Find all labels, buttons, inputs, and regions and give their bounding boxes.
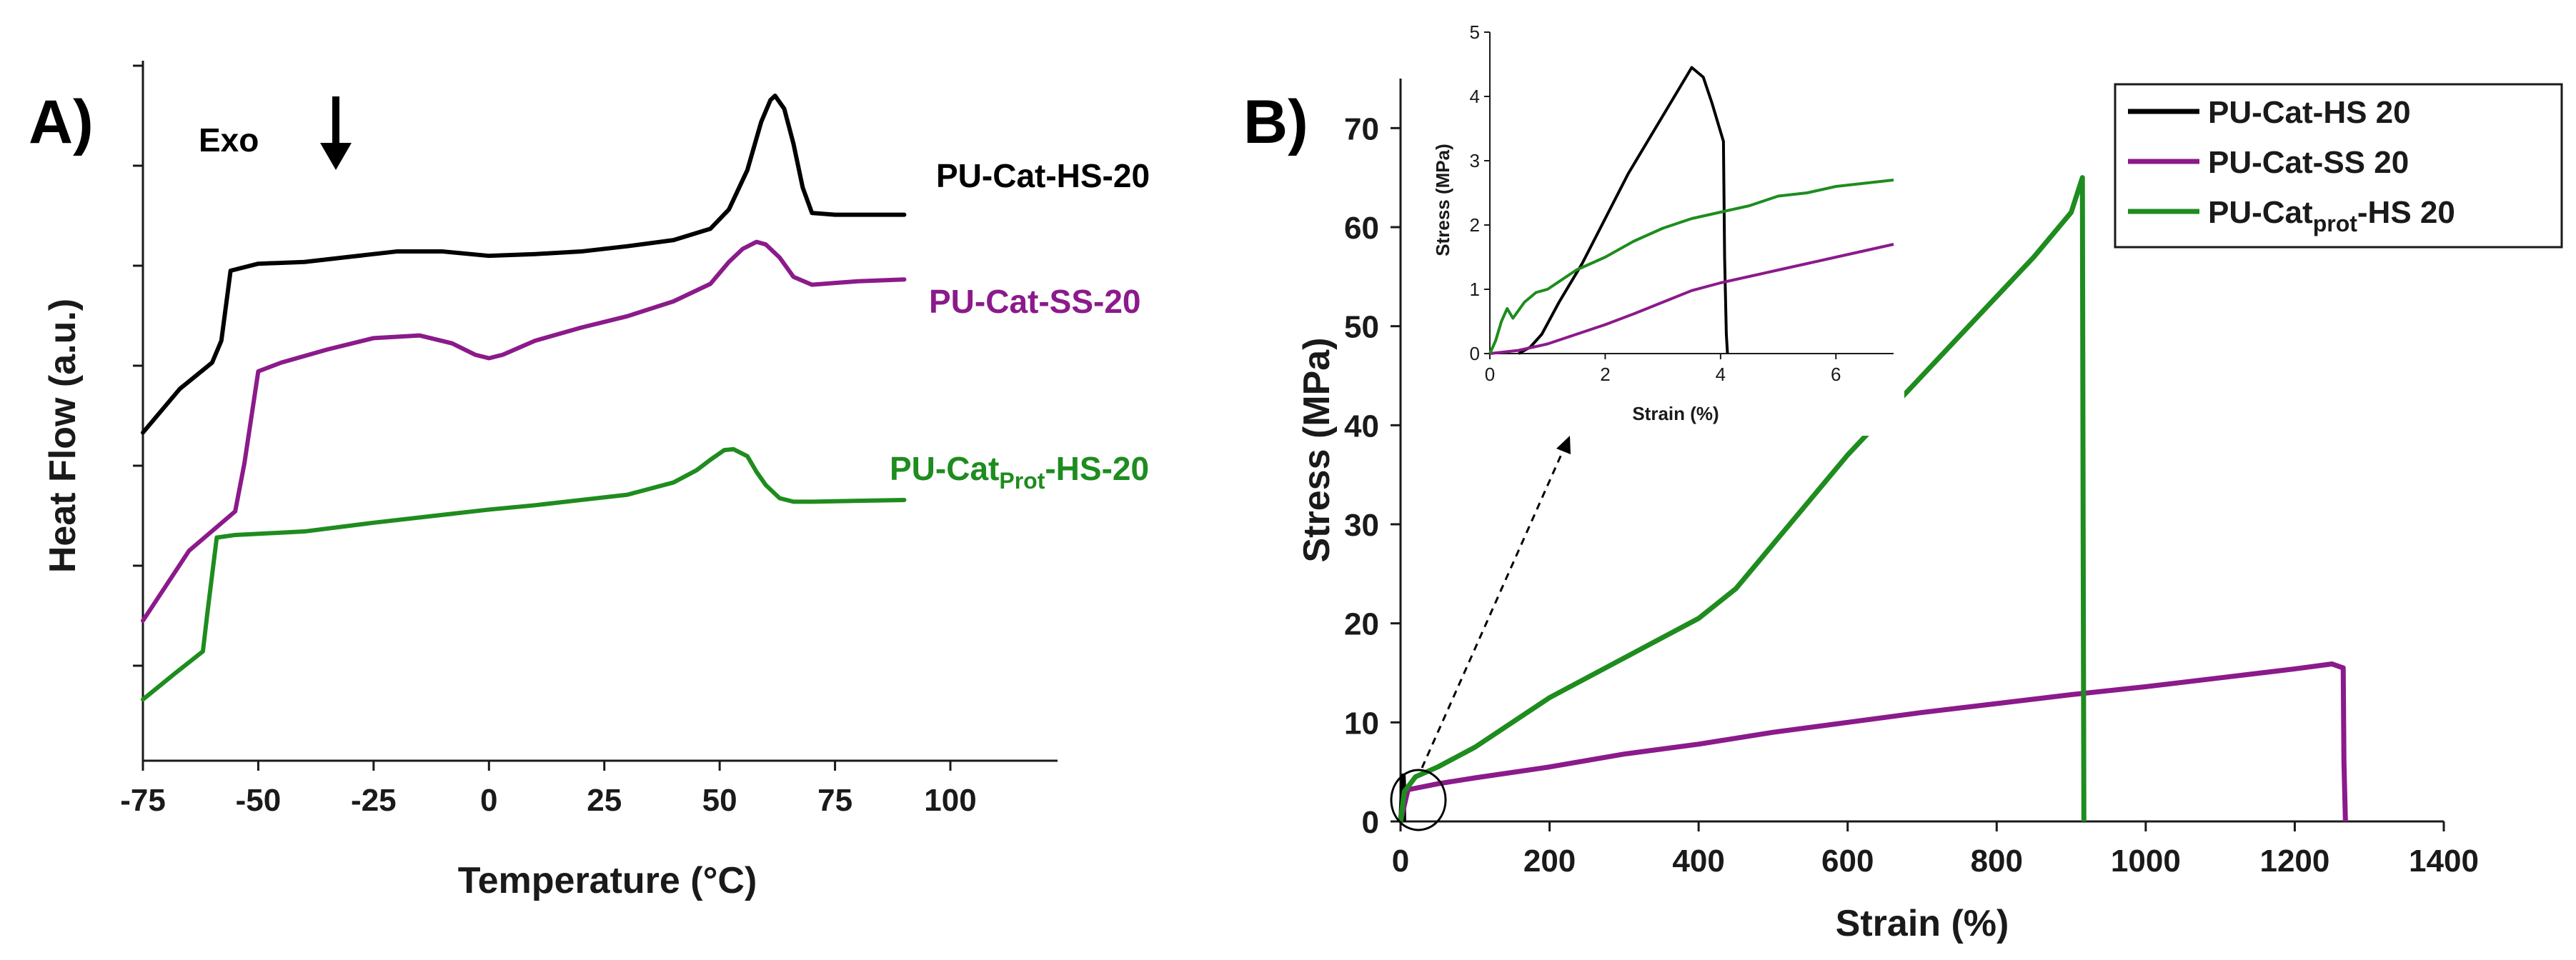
inset-y-tick-2: 2 <box>1470 214 1480 236</box>
panel-a-x-tick-50: -50 <box>236 783 282 818</box>
inset-series-pu-cat-hs-20 <box>1518 66 1729 355</box>
panel-b-axes <box>1399 79 2444 823</box>
inset-axes <box>1440 21 1904 436</box>
panel-b-y-axis-title: Stress (MPa) <box>1296 338 1338 563</box>
inset-series-pu-cat-ss-20 <box>1489 243 1894 355</box>
panel-a-series <box>141 94 907 702</box>
panel-b-x-tick-200: 200 <box>1523 844 1576 879</box>
inset-y-tick-3: 3 <box>1470 150 1480 171</box>
panel-a-x-tick-75: -75 <box>120 783 166 818</box>
panel-b-x-tick-800: 800 <box>1971 844 2023 879</box>
inset-series <box>1488 66 1894 355</box>
panel-b-y-tick-60: 60 <box>1344 211 1379 246</box>
panel-b-series <box>1398 175 2348 822</box>
panel-a-x-axis-title: Temperature (°C) <box>458 860 757 901</box>
series-pu-catprot-hs-20 <box>1398 175 2087 822</box>
panel-b-x-tick-1400: 1400 <box>2409 844 2479 879</box>
label-pu-cat-ss-20: PU-Cat-SS-20 <box>929 283 1141 320</box>
inset-x-tick-4: 4 <box>1716 364 1726 385</box>
panel-a-x-tick-100: 100 <box>924 783 976 818</box>
panel-b-y-tick-30: 30 <box>1344 508 1379 543</box>
zoom-arrow-icon <box>1421 436 1571 769</box>
panel-b-x-tick-0: 0 <box>1392 844 1409 879</box>
panel-b-x-tick-1000: 1000 <box>2111 844 2181 879</box>
inset-y-tick-4: 4 <box>1470 86 1480 107</box>
legend-item-pu-cat-ss-20: PU-Cat-SS 20 <box>2128 145 2409 180</box>
inset-x-tick-2: 2 <box>1600 364 1610 385</box>
inset-chart: 0 2 4 6 0 1 2 3 4 5 Strain (%) Stress (MPa) <box>1432 21 1904 436</box>
inset-y-axis-title: Stress (MPa) <box>1432 144 1453 256</box>
series-pu-cat-hs-20 <box>141 94 907 435</box>
inset-background <box>1440 21 1904 436</box>
panel-a-chart: A) Exo -75 -50 -25 0 25 50 75 100 Temperature (… <box>29 61 1150 901</box>
inset-x-axis-title: Strain (%) <box>1632 403 1719 424</box>
series-pu-cat-ss-20 <box>141 239 907 623</box>
inset-series-pu-catprot-hs-20 <box>1488 179 1894 354</box>
panel-b-y-tick-10: 10 <box>1344 706 1379 741</box>
legend: PU-Cat-HS 20 PU-Cat-SS 20 PU-Catprot-HS … <box>2114 83 2563 249</box>
exo-annotation: Exo <box>199 121 259 159</box>
label-pu-cat-hs-20: PU-Cat-HS-20 <box>936 157 1150 194</box>
panel-a-x-tick-25: 25 <box>587 783 622 818</box>
panel-b-y-tick-70: 70 <box>1344 111 1379 146</box>
panel-b-letter: B) <box>1243 88 1308 156</box>
panel-a-x-tick-0: 0 <box>480 783 497 818</box>
inset-y-tick-0: 0 <box>1470 343 1480 364</box>
panel-a-letter: A) <box>29 88 94 156</box>
panel-a-x-ticks: -75 -50 -25 0 25 50 75 100 <box>120 761 977 818</box>
panel-b-x-tick-600: 600 <box>1821 844 1874 879</box>
panel-a-x-tick-50: 50 <box>702 783 737 818</box>
panel-a-y-axis-title: Heat Flow (a.u.) <box>42 299 84 573</box>
series-pu-catprot-hs-20 <box>141 446 907 702</box>
inset-ticks: 0 2 4 6 0 1 2 3 4 5 <box>1470 21 1841 385</box>
inset-x-tick-0: 0 <box>1485 364 1495 385</box>
zoom-circle <box>1390 769 1447 831</box>
svg-text:PU-Cat-SS 20: PU-Cat-SS 20 <box>2208 145 2409 180</box>
panel-b-y-tick-50: 50 <box>1344 310 1379 345</box>
svg-text:PU-Cat-HS 20: PU-Cat-HS 20 <box>2208 95 2411 130</box>
inset-x-tick-6: 6 <box>1831 364 1841 385</box>
panel-b-x-tick-400: 400 <box>1672 844 1724 879</box>
label-pu-catprot-hs-20: PU-CatProt-HS-20 <box>890 450 1149 494</box>
inset-y-tick-5: 5 <box>1470 21 1480 43</box>
legend-item-pu-cat-hs-20: PU-Cat-HS 20 <box>2128 95 2411 130</box>
panel-b-y-tick-20: 20 <box>1344 607 1379 642</box>
panel-b-x-axis-title: Strain (%) <box>1836 903 2009 944</box>
panel-b-y-tick-40: 40 <box>1344 409 1379 444</box>
panel-b-chart: B) 0 200 400 600 800 1000 1200 1400010203040506… <box>1243 21 2563 944</box>
down-arrow-icon <box>320 96 352 170</box>
svg-text:PU-Catprot-HS 20: PU-Catprot-HS 20 <box>2208 195 2455 236</box>
panel-a-x-tick-25: -25 <box>351 783 397 818</box>
panel-a-x-tick-75: 75 <box>817 783 852 818</box>
panel-a-axes <box>133 61 1058 762</box>
series-pu-cat-ss-20 <box>1398 661 2348 822</box>
panel-b-x-tick-1200: 1200 <box>2259 844 2329 879</box>
legend-item-pu-catprot-hs-20: PU-Catprot-HS 20 <box>2128 195 2455 236</box>
panel-b-y-tick-0: 0 <box>1362 805 1379 840</box>
inset-y-tick-1: 1 <box>1470 279 1480 300</box>
